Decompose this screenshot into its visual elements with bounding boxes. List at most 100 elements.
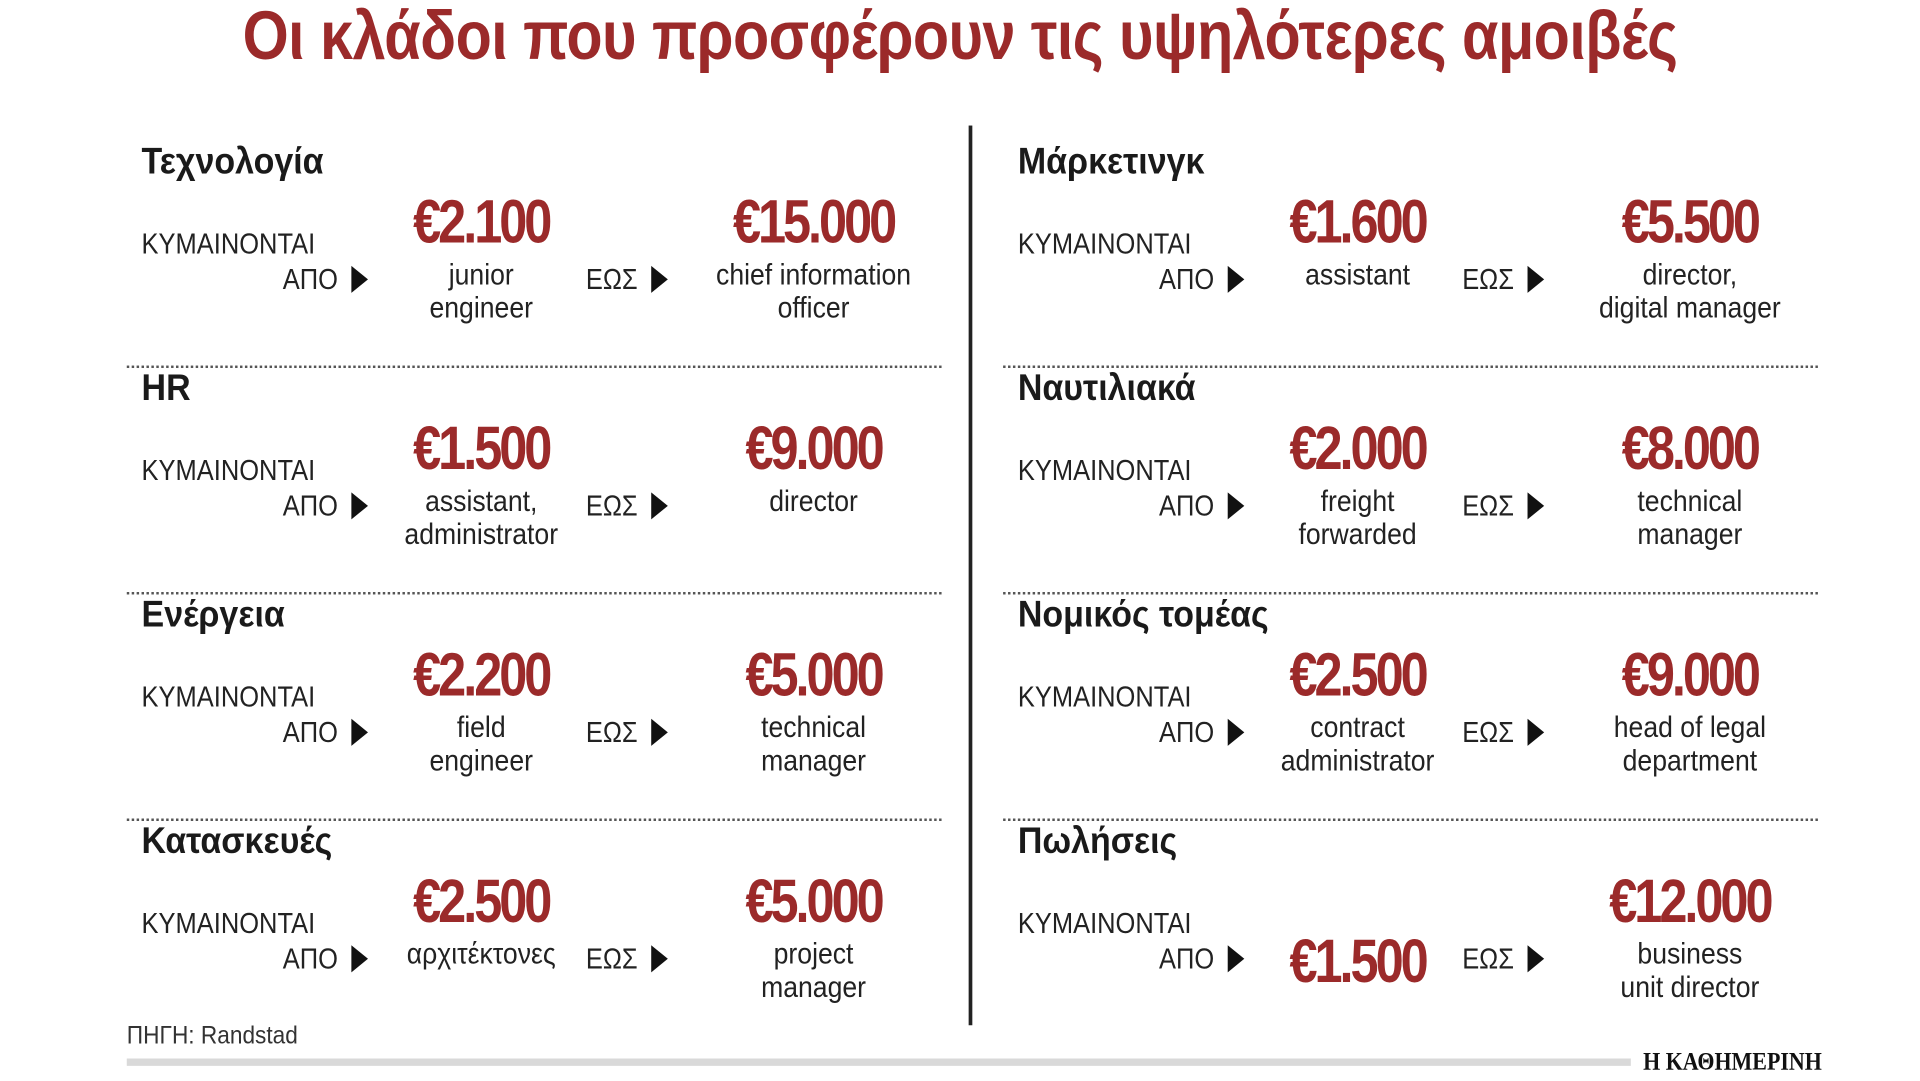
range-from-label-2: ΑΠΟ — [1159, 263, 1245, 296]
role-from: freight forwarded — [1298, 484, 1417, 552]
publisher-logo: Η ΚΑΘΗΜΕΡΙΝΗ — [1643, 1046, 1822, 1076]
role-from: junior engineer — [429, 258, 533, 325]
role-to: technical manager — [761, 711, 867, 778]
salary-to: €12.000 — [1609, 866, 1773, 936]
sector-name: HR — [141, 368, 191, 409]
range-from-label: ΚΥΜΑΙΝΟΝΤΑΙ — [141, 454, 316, 487]
range-from-label: ΚΥΜΑΙΝΟΝΤΑΙ — [1017, 454, 1192, 487]
salary-from: €1.500 — [413, 413, 552, 483]
arrow-right-icon — [650, 265, 668, 293]
range-from-label: ΚΥΜΑΙΝΟΝΤΑΙ — [141, 907, 316, 940]
apo-text: ΑΠΟ — [1159, 942, 1215, 975]
footer-bar — [126, 1058, 1631, 1066]
apo-text: ΑΠΟ — [1159, 489, 1215, 522]
salary-to: €8.000 — [1621, 413, 1761, 483]
salary-from: €2.500 — [413, 866, 552, 936]
range-to-label: ΕΩΣ — [586, 716, 668, 749]
sector-name: Τεχνολογία — [141, 141, 324, 183]
apo-text: ΑΠΟ — [282, 263, 339, 296]
eos-text: ΕΩΣ — [1462, 489, 1514, 522]
sector-row: HR ΚΥΜΑΙΝΟΝΤΑΙ ΑΠΟ €1.500 assistant, admi… — [126, 368, 942, 595]
salary-to: €5.000 — [745, 640, 884, 709]
column-divider — [968, 125, 973, 1026]
range-to-label: ΕΩΣ — [1462, 716, 1544, 749]
arrow-right-icon — [351, 945, 369, 973]
role-to: business unit director — [1620, 937, 1760, 1005]
eos-text: ΕΩΣ — [585, 716, 638, 749]
apo-text: ΑΠΟ — [1159, 263, 1215, 296]
arrow-right-icon — [351, 265, 369, 293]
sector-row: Τεχνολογία ΚΥΜΑΙΝΟΝΤΑΙ ΑΠΟ €2.100 junior… — [126, 141, 942, 369]
range-from-label-2: ΑΠΟ — [1159, 716, 1245, 749]
row-separator — [126, 818, 942, 821]
salary-from: €2.000 — [1289, 413, 1428, 483]
arrow-right-icon — [650, 945, 668, 973]
eos-text: ΕΩΣ — [585, 489, 638, 522]
sector-name: Νομικός τομέας — [1017, 594, 1269, 636]
range-from-label: ΚΥΜΑΙΝΟΝΤΑΙ — [1017, 907, 1192, 940]
salary-to: €9.000 — [1621, 640, 1761, 709]
role-from: contract administrator — [1280, 711, 1435, 778]
arrow-right-icon — [1527, 718, 1544, 746]
sector-row: Πωλήσεις ΚΥΜΑΙΝΟΝΤΑΙ ΑΠΟ €1.500 ΕΩΣ €12.… — [1003, 821, 1818, 1047]
row-separator — [1003, 365, 1818, 369]
apo-text: ΑΠΟ — [282, 489, 339, 522]
range-from-label-2: ΑΠΟ — [1159, 489, 1245, 523]
role-to: chief information officer — [716, 258, 912, 325]
role-to: project manager — [761, 937, 867, 1005]
salary-to: €15.000 — [732, 187, 897, 257]
sector-row: Μάρκετινγκ ΚΥΜΑΙΝΟΝΤΑΙ ΑΠΟ €1.600 assist… — [1003, 141, 1818, 369]
eos-text: ΕΩΣ — [585, 263, 638, 296]
role-from: αρχιτέκτονες — [406, 937, 556, 972]
arrow-right-icon — [1227, 718, 1245, 746]
row-separator — [1003, 592, 1818, 595]
sector-name: Μάρκετινγκ — [1017, 141, 1205, 183]
range-to-label: ΕΩΣ — [586, 490, 668, 523]
eos-text: ΕΩΣ — [1462, 942, 1514, 975]
role-to: technical manager — [1637, 484, 1743, 552]
range-from-label-2: ΑΠΟ — [1159, 942, 1245, 976]
arrow-right-icon — [351, 492, 369, 520]
salary-to: €5.000 — [745, 866, 884, 936]
range-from-label-2: ΑΠΟ — [282, 489, 369, 523]
salary-from: €2.200 — [413, 640, 552, 709]
arrow-right-icon — [1527, 492, 1544, 520]
salary-from: €2.500 — [1289, 640, 1428, 709]
range-to-label: ΕΩΣ — [1462, 490, 1544, 523]
role-to: director, digital manager — [1598, 258, 1781, 325]
range-from-label: ΚΥΜΑΙΝΟΝΤΑΙ — [141, 680, 316, 713]
range-from-label: ΚΥΜΑΙΝΟΝΤΑΙ — [1017, 227, 1192, 260]
eos-text: ΕΩΣ — [1462, 263, 1514, 296]
range-from-label-2: ΑΠΟ — [282, 716, 369, 749]
sector-row: Ναυτιλιακά ΚΥΜΑΙΝΟΝΤΑΙ ΑΠΟ €2.000 freigh… — [1003, 368, 1818, 595]
row-separator — [126, 592, 942, 595]
eos-text: ΕΩΣ — [1462, 716, 1514, 749]
row-separator — [126, 365, 942, 369]
source-note: ΠΗΓΗ: Randstad — [126, 1022, 298, 1050]
apo-text: ΑΠΟ — [1159, 716, 1215, 749]
sector-row: Νομικός τομέας ΚΥΜΑΙΝΟΝΤΑΙ ΑΠΟ €2.500 co… — [1003, 594, 1818, 821]
apo-text: ΑΠΟ — [282, 942, 339, 975]
role-to: director — [769, 484, 858, 519]
range-from-label: ΚΥΜΑΙΝΟΝΤΑΙ — [141, 227, 316, 260]
role-from: assistant, administrator — [404, 484, 559, 552]
sector-name: Πωλήσεις — [1017, 820, 1178, 862]
arrow-right-icon — [650, 718, 668, 746]
range-to-label: ΕΩΣ — [1462, 943, 1544, 976]
arrow-right-icon — [1227, 492, 1245, 520]
sector-name: Ενέργεια — [141, 594, 285, 636]
salary-to: €9.000 — [745, 413, 884, 483]
salary-from: €1.600 — [1289, 187, 1428, 257]
sector-row: Κατασκευές ΚΥΜΑΙΝΟΝΤΑΙ ΑΠΟ €2.500 αρχιτέ… — [127, 821, 942, 1047]
apo-text: ΑΠΟ — [282, 716, 339, 749]
row-separator — [1003, 818, 1818, 821]
range-from-label-2: ΑΠΟ — [282, 942, 369, 976]
arrow-right-icon — [1527, 265, 1544, 293]
role-from: field engineer — [429, 711, 533, 778]
arrow-right-icon — [1227, 945, 1245, 973]
range-from-label-2: ΑΠΟ — [282, 263, 369, 296]
salary-from: €2.100 — [413, 187, 552, 257]
role-to: head of legal department — [1613, 711, 1767, 778]
eos-text: ΕΩΣ — [585, 942, 638, 975]
